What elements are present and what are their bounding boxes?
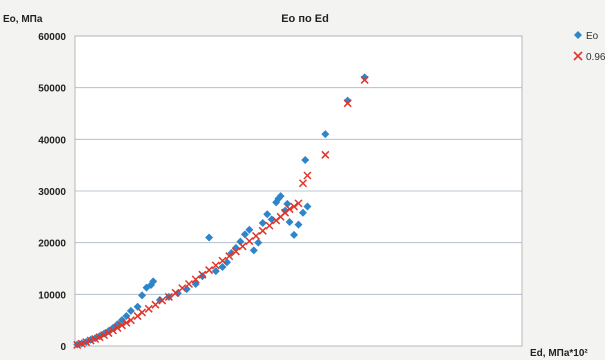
data-point-eo — [281, 206, 290, 215]
data-point-096 — [158, 296, 167, 305]
y-tick-label: 20000 — [38, 239, 66, 250]
data-point-096 — [126, 316, 135, 325]
data-point-096 — [191, 275, 200, 284]
legend-label-eo: Eo — [586, 31, 599, 42]
data-point-eo — [303, 202, 312, 211]
data-point-096 — [144, 304, 153, 313]
data-point-eo — [236, 237, 245, 246]
data-point-eo — [240, 230, 249, 239]
data-point-eo — [126, 306, 135, 315]
data-point-096 — [298, 179, 308, 188]
data-point-096 — [218, 256, 227, 265]
data-point-096 — [231, 247, 240, 256]
data-point-096 — [184, 279, 194, 289]
data-point-eo — [133, 302, 142, 311]
data-point-096 — [100, 331, 109, 340]
data-point-096 — [245, 237, 254, 246]
data-point-096 — [360, 75, 369, 84]
data-point-096 — [95, 333, 104, 342]
y-tick-label: 30000 — [38, 187, 66, 198]
legend-diamond-icon — [574, 31, 582, 39]
data-point-eo — [258, 219, 267, 228]
data-point-096 — [225, 252, 234, 261]
data-point-eo — [222, 258, 231, 267]
data-point-eo — [149, 277, 158, 286]
data-point-096 — [238, 242, 247, 251]
y-tick-label: 10000 — [38, 290, 66, 301]
y-tick-label: 0 — [60, 342, 66, 353]
data-point-eo — [290, 230, 299, 239]
data-point-eo — [343, 96, 352, 105]
legend-label-096: 0.96 — [586, 52, 605, 63]
data-point-096 — [265, 221, 274, 230]
data-point-096 — [77, 339, 86, 348]
data-point-096 — [138, 308, 147, 317]
data-point-096 — [171, 288, 180, 297]
chart-title: Eo по Ed — [281, 13, 329, 25]
y-tick-label: 40000 — [38, 135, 66, 146]
data-point-eo — [198, 272, 207, 281]
data-point-096 — [198, 270, 207, 279]
data-point-eo — [294, 220, 303, 229]
data-point-096 — [289, 202, 299, 211]
data-point-eo — [138, 291, 147, 300]
data-point-096 — [122, 318, 131, 327]
data-point-096 — [108, 326, 118, 335]
data-point-096 — [258, 226, 267, 235]
data-point-096 — [73, 340, 82, 349]
data-point-eo — [283, 199, 292, 208]
data-point-096 — [86, 336, 95, 345]
data-point-eo — [276, 192, 285, 201]
y-tick-label: 60000 — [38, 32, 66, 43]
data-point-096 — [91, 334, 100, 344]
data-point-096 — [113, 323, 122, 332]
data-point-eo — [360, 73, 369, 82]
data-point-eo — [218, 262, 227, 271]
data-point-096 — [104, 329, 113, 338]
data-point-eo — [117, 316, 126, 325]
data-point-eo — [205, 233, 214, 242]
data-point-eo — [263, 210, 272, 219]
legend-x-icon — [573, 51, 583, 61]
y-tick-label: 50000 — [38, 84, 66, 95]
data-point-096 — [285, 205, 294, 214]
data-point-eo — [285, 218, 294, 226]
legend: Eo 0.96 — [573, 31, 605, 63]
data-point-096 — [294, 199, 303, 208]
data-point-096 — [343, 99, 352, 108]
data-point-096 — [82, 338, 91, 347]
data-point-096 — [117, 321, 126, 330]
data-point-eo — [211, 267, 220, 276]
data-points — [73, 73, 369, 349]
data-point-eo — [254, 238, 263, 247]
data-point-eo — [298, 208, 307, 217]
gridlines — [75, 35, 522, 295]
data-point-096 — [211, 261, 220, 270]
data-point-eo — [249, 246, 258, 255]
x-axis-label: Ed, МПа*10² — [530, 348, 588, 359]
data-point-096 — [252, 231, 261, 240]
data-point-096 — [151, 300, 160, 309]
data-point-eo — [301, 156, 310, 164]
data-point-096 — [205, 266, 214, 275]
data-point-096 — [303, 171, 312, 180]
data-point-096 — [164, 292, 173, 301]
y-tick-labels: 0 10000 20000 30000 40000 50000 60000 — [38, 32, 66, 353]
data-point-eo — [245, 225, 254, 234]
data-point-096 — [178, 284, 187, 293]
y-axis-label: Eo, МПа — [3, 14, 43, 25]
data-point-096 — [321, 150, 330, 159]
data-point-eo — [321, 130, 330, 139]
